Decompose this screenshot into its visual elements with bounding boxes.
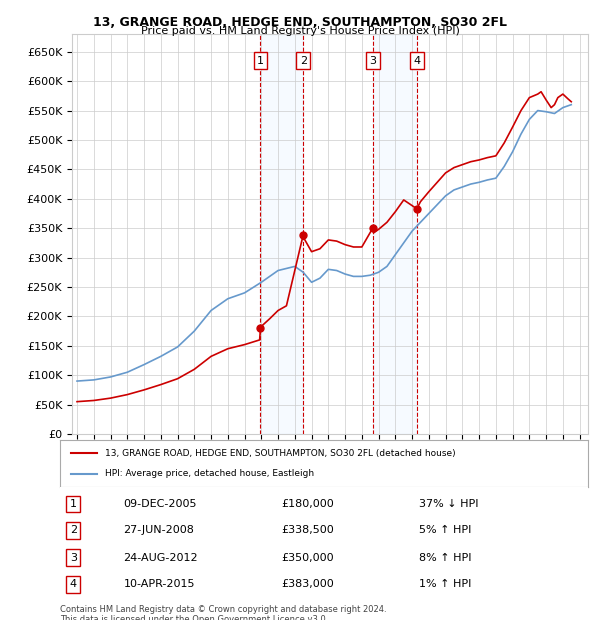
Text: 1: 1 xyxy=(257,56,264,66)
Text: 3: 3 xyxy=(70,553,77,563)
Text: £338,500: £338,500 xyxy=(282,525,335,535)
Text: 1: 1 xyxy=(70,499,77,509)
Text: 2: 2 xyxy=(70,525,77,535)
Text: 8% ↑ HPI: 8% ↑ HPI xyxy=(419,553,472,563)
Text: 24-AUG-2012: 24-AUG-2012 xyxy=(124,553,198,563)
Text: 3: 3 xyxy=(369,56,376,66)
Text: Price paid vs. HM Land Registry's House Price Index (HPI): Price paid vs. HM Land Registry's House … xyxy=(140,26,460,36)
Text: 2: 2 xyxy=(299,56,307,66)
Text: 37% ↓ HPI: 37% ↓ HPI xyxy=(419,499,479,509)
Text: £350,000: £350,000 xyxy=(282,553,334,563)
Text: 10-APR-2015: 10-APR-2015 xyxy=(124,579,195,589)
Text: 4: 4 xyxy=(413,56,421,66)
Text: 4: 4 xyxy=(70,579,77,589)
Bar xyxy=(260,34,303,434)
Text: 5% ↑ HPI: 5% ↑ HPI xyxy=(419,525,472,535)
Text: 1% ↑ HPI: 1% ↑ HPI xyxy=(419,579,472,589)
Text: HPI: Average price, detached house, Eastleigh: HPI: Average price, detached house, East… xyxy=(105,469,314,478)
Text: 09-DEC-2005: 09-DEC-2005 xyxy=(124,499,197,509)
Text: 13, GRANGE ROAD, HEDGE END, SOUTHAMPTON, SO30 2FL: 13, GRANGE ROAD, HEDGE END, SOUTHAMPTON,… xyxy=(93,16,507,29)
Text: 13, GRANGE ROAD, HEDGE END, SOUTHAMPTON, SO30 2FL (detached house): 13, GRANGE ROAD, HEDGE END, SOUTHAMPTON,… xyxy=(105,449,455,458)
Bar xyxy=(373,34,417,434)
Text: Contains HM Land Registry data © Crown copyright and database right 2024.
This d: Contains HM Land Registry data © Crown c… xyxy=(60,604,386,620)
Text: £180,000: £180,000 xyxy=(282,499,335,509)
Text: £383,000: £383,000 xyxy=(282,579,335,589)
Text: 27-JUN-2008: 27-JUN-2008 xyxy=(124,525,194,535)
